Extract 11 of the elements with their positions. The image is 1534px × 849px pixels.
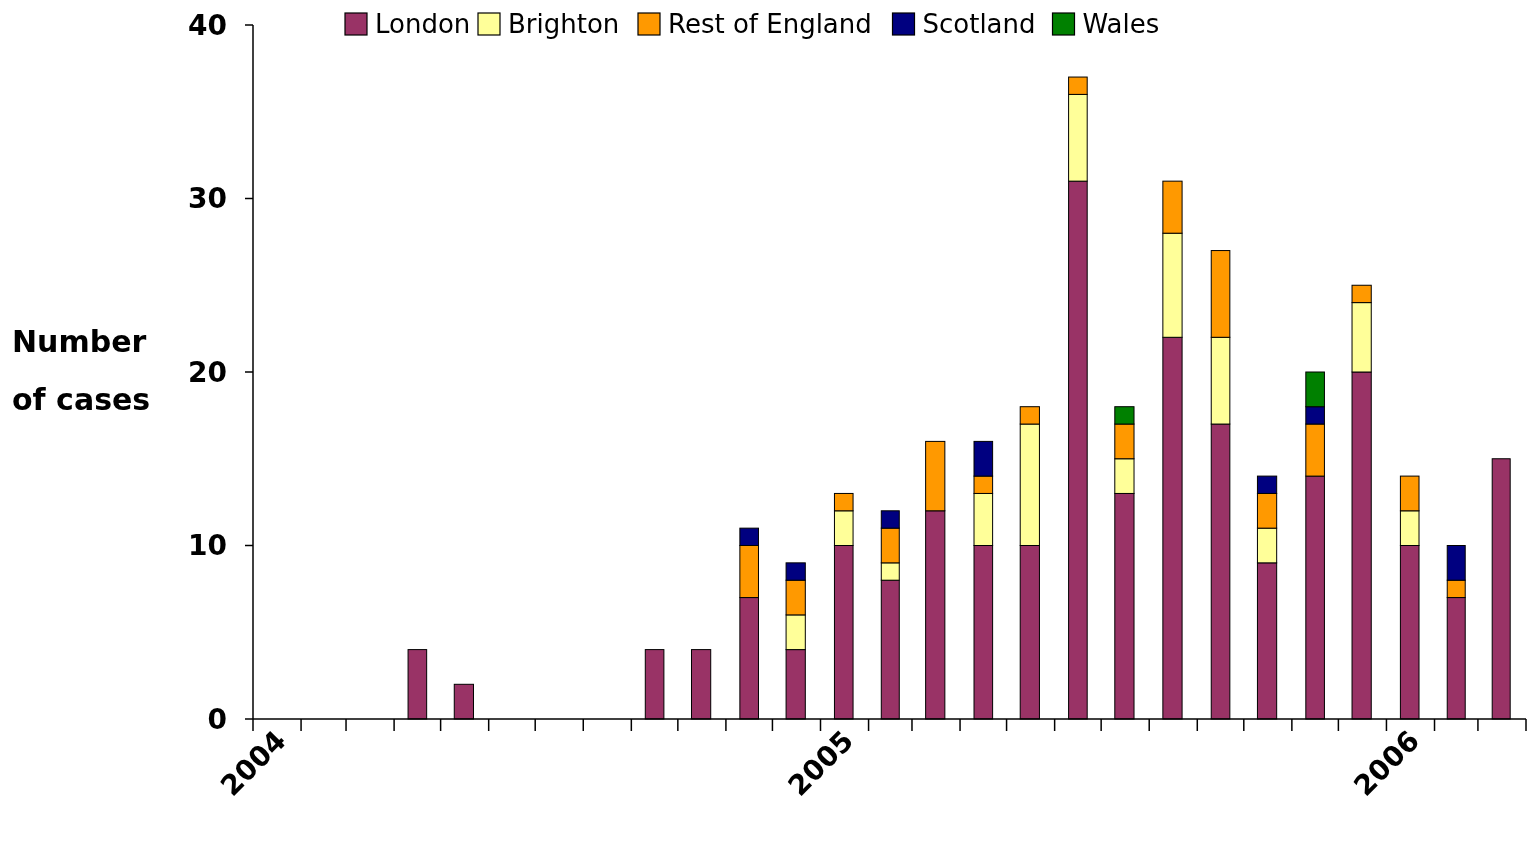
y-tick-label: 0: [207, 702, 227, 736]
legend-label: Wales: [1082, 9, 1160, 40]
legend-label: London: [375, 9, 471, 40]
y-tick-label: 40: [188, 8, 227, 42]
y-tick-label: 30: [188, 182, 227, 216]
legend-label: Scotland: [922, 9, 1036, 40]
legend-label: Rest of England: [668, 9, 872, 40]
y-tick-label: 20: [188, 355, 227, 389]
y-axis-title: Number of cases: [12, 324, 151, 417]
y-tick-label: 10: [188, 529, 227, 563]
legend-label: Brighton: [508, 9, 620, 40]
